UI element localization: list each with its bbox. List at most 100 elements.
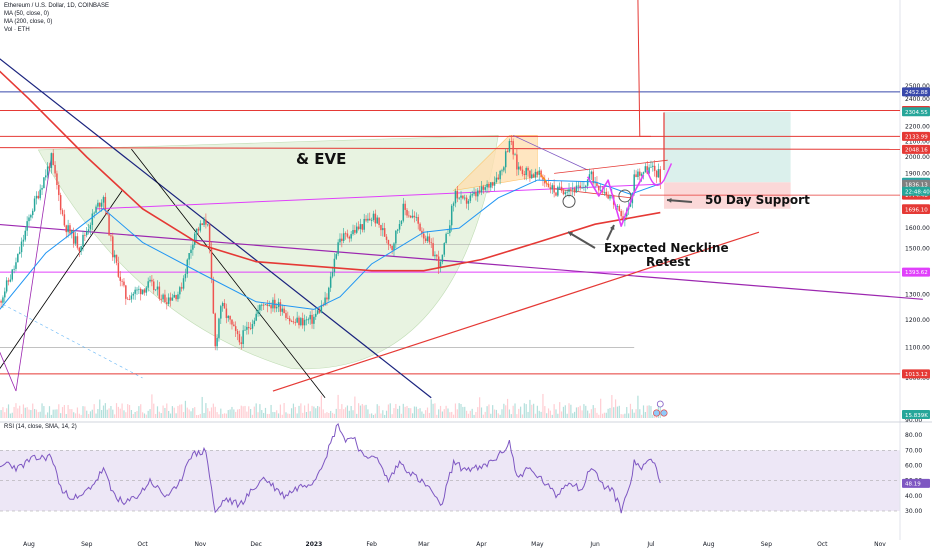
symbol-title: Ethereum / U.S. Dollar, 1D, COINBASE [4,3,110,9]
candle-body [424,238,427,242]
volume-bar [520,406,522,418]
volume-bar [629,403,632,418]
candle-body [246,326,248,330]
volume-bar [63,405,65,418]
volume-bar [601,413,604,418]
candle-body [454,190,457,204]
candle-body [97,202,99,207]
volume-bar [363,405,365,418]
volume-bar [166,403,168,418]
candle-body [95,206,97,213]
volume-bar [614,399,617,418]
candle-body [249,328,252,329]
candle-body [404,203,406,210]
candle-body [99,202,101,207]
volume-bar [30,410,32,418]
volume-bar [268,413,270,418]
volume-bar [490,413,492,418]
candle-body [264,304,267,306]
volume-bar [82,406,84,418]
flag-icon [653,409,661,417]
volume-bar [242,406,244,418]
volume-bar [534,413,537,418]
candle-body [549,187,552,190]
price-tag-label: 1393.62 [905,270,928,276]
wedge-upper-line [512,135,588,171]
volume-bar [475,412,477,418]
volume-bar [227,410,229,418]
candle-body [529,170,531,179]
candle-body [393,243,395,251]
volume-bar [482,414,484,418]
volume-bar [460,404,462,418]
candle-body [255,313,257,321]
volume-bar [600,398,602,418]
candle-body [573,188,576,193]
candle-body [145,287,148,293]
volume-bar [501,409,503,418]
candle-body [192,244,194,250]
candle-body [322,305,324,306]
candle-body [296,317,298,323]
candle-body [132,293,135,296]
volume-bar [464,406,466,418]
volume-bar [456,409,458,418]
volume-bar [410,408,412,418]
candle-body [74,236,77,244]
price-tag-label: 1774.46 [905,193,928,199]
candle-body [112,236,114,258]
candle-body [214,313,216,347]
candle-body [233,324,235,327]
volume-bar [473,414,475,418]
volume-bar [330,410,332,418]
candle-body [80,246,82,252]
candle-body [5,280,8,292]
volume-bar [207,408,209,418]
volume-bar [605,412,607,418]
volume-bar [335,408,337,418]
candle-body [339,238,341,243]
candle-body [516,154,518,170]
volume-bar [445,405,447,418]
candle-body [48,166,51,168]
volume-bar [48,406,51,418]
volume-bar [169,413,172,418]
volume-bar [547,408,550,418]
rsi-line [0,422,661,514]
volume-bar [272,412,274,418]
volume-bar [78,413,80,418]
volume-bar [540,411,542,418]
ma200-legend: MA (200, close, 0) [4,19,53,25]
volume-bar [218,414,220,418]
volume-bar [343,409,345,418]
candle-body [441,254,444,262]
volume-bar [419,408,421,418]
candle-body [242,330,244,345]
volume-bar [382,410,384,418]
candle-body [402,203,405,221]
volume-bar [434,403,436,418]
volume-bar [264,407,267,418]
volume-bar [39,411,41,418]
candle-body [413,215,416,218]
volume-bar [350,405,352,418]
candle-body [359,224,362,230]
volume-bar [186,407,188,418]
volume-bar [533,403,535,418]
volume-bar [104,403,106,418]
volume-bar [249,409,252,418]
volume-bar [352,410,354,418]
volume-bar [192,408,194,418]
candle-body [616,206,619,207]
candle-body [301,318,304,326]
volume-bar [542,393,544,418]
volume-bar [225,413,227,418]
fifty-day-support-label: 50 Day Support [705,193,810,207]
candle-body [585,185,587,187]
volume-bar [173,407,175,418]
volume-bar [317,405,319,418]
volume-bar [76,407,79,418]
volume-bar [231,406,233,418]
candle-body [87,229,90,232]
